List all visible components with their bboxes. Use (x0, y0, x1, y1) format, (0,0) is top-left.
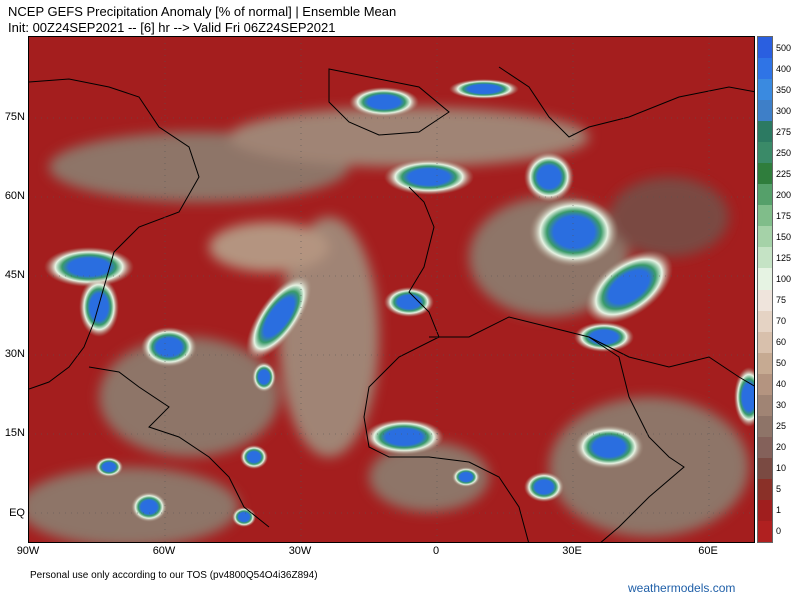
color-scale-segment (758, 331, 772, 354)
color-scale-label: 200 (776, 189, 792, 200)
color-scale-segment (758, 457, 772, 480)
map-field (29, 37, 754, 542)
color-scale-segment (758, 499, 772, 522)
lon-label-0: 0 (432, 545, 440, 557)
lat-label-60n: 60N (4, 190, 25, 202)
color-scale-segment (758, 415, 772, 438)
wet-anomaly-blobs (44, 79, 754, 527)
color-scale-label: 100 (776, 273, 792, 284)
color-scale-segment (758, 205, 772, 227)
color-scale-segment (758, 163, 772, 185)
color-scale-label: 0 (776, 526, 782, 537)
color-scale-label: 60 (776, 337, 787, 348)
color-scale-segment (758, 352, 772, 375)
color-scale-label: 20 (776, 442, 787, 453)
color-scale-segment (758, 226, 772, 248)
lon-label-60e: 60E (698, 545, 718, 557)
color-scale-bar (757, 36, 773, 543)
chart-title: NCEP GEFS Precipitation Anomaly [% of no… (8, 4, 396, 36)
lat-label-75n: 75N (4, 111, 25, 123)
color-scale-segment (758, 142, 772, 164)
lon-label-90w: 90W (16, 545, 40, 557)
color-scale-label: 10 (776, 463, 787, 474)
color-scale-segment (758, 37, 772, 59)
color-scale-segment (758, 268, 772, 290)
lon-label-30e: 30E (562, 545, 582, 557)
color-scale-label: 5 (776, 484, 782, 495)
color-scale-segment (758, 394, 772, 417)
color-scale-label: 75 (776, 295, 787, 306)
lat-label-eq: EQ (9, 507, 25, 519)
color-scale-segment (758, 520, 772, 543)
color-scale-label: 30 (776, 400, 787, 411)
color-scale-label: 500 (776, 42, 792, 53)
color-scale-segment (758, 373, 772, 396)
coastlines (29, 66, 754, 542)
color-scale-label: 40 (776, 379, 787, 390)
color-scale-segment (758, 478, 772, 501)
lat-label-45n: 45N (4, 269, 25, 281)
color-scale-segment (758, 79, 772, 101)
color-scale-segment (758, 436, 772, 459)
lon-label-60w: 60W (152, 545, 176, 557)
tos-notice: Personal use only according to our TOS (… (30, 570, 318, 581)
color-scale-label: 1 (776, 505, 782, 516)
graticule (29, 37, 754, 542)
color-scale-segment (758, 58, 772, 80)
color-scale-segment (758, 289, 772, 312)
color-scale-label: 275 (776, 126, 792, 137)
color-scale-label: 50 (776, 358, 787, 369)
color-scale-label: 175 (776, 210, 792, 221)
color-scale-label: 400 (776, 63, 792, 74)
color-scale-label: 125 (776, 252, 792, 263)
precip-anomaly-map (28, 36, 755, 543)
color-scale-segment (758, 100, 772, 122)
color-scale-label: 70 (776, 316, 787, 327)
title-line-1: NCEP GEFS Precipitation Anomaly [% of no… (8, 4, 397, 19)
color-scale-label: 225 (776, 168, 792, 179)
color-scale-label: 150 (776, 231, 792, 242)
title-line-2: Init: 00Z24SEP2021 -- [6] hr --> Valid F… (8, 20, 336, 35)
lon-label-30w: 30W (288, 545, 312, 557)
color-scale-label: 25 (776, 421, 787, 432)
color-scale-label: 300 (776, 105, 792, 116)
lat-label-15n: 15N (4, 427, 25, 439)
color-scale-segment (758, 310, 772, 333)
color-scale-label: 250 (776, 147, 792, 158)
color-scale-segment (758, 184, 772, 206)
brand-link[interactable]: weathermodels.com (628, 581, 736, 595)
lat-label-30n: 30N (4, 348, 25, 360)
color-scale-segment (758, 121, 772, 143)
color-scale-segment (758, 247, 772, 269)
color-scale-label: 350 (776, 84, 792, 95)
